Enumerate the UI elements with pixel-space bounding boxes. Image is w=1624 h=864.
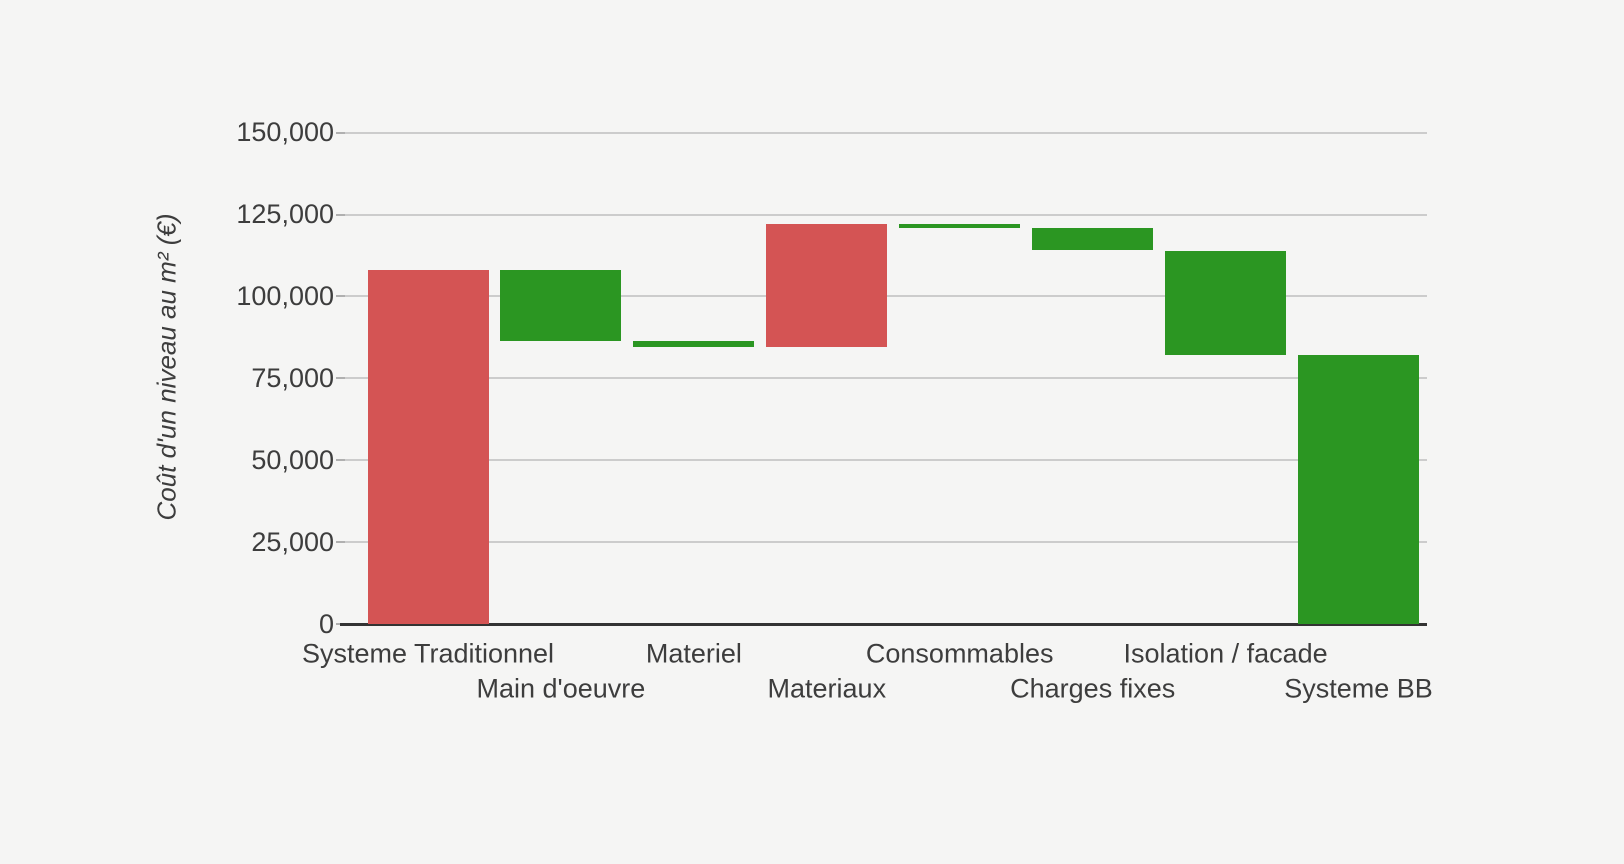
x-category-label-systeme-bb: Systeme BB — [1284, 673, 1433, 704]
bar-main-d-oeuvre[interactable] — [500, 270, 622, 341]
x-category-label-systeme-traditionnel: Systeme Traditionnel — [301, 638, 555, 669]
gridline — [345, 213, 1427, 216]
y-tick-label: 50,000 — [251, 444, 334, 475]
gridline — [345, 377, 1427, 380]
gridline — [345, 131, 1427, 134]
y-tick-label: 150,000 — [236, 117, 334, 148]
y-axis-tickmark — [336, 131, 345, 134]
x-category-label-materiaux: Materiaux — [767, 673, 887, 704]
bar-consommables[interactable] — [899, 224, 1021, 228]
x-category-label-charges-fixes: Charges fixes — [1010, 673, 1176, 704]
x-category-label-consommables: Consommables — [865, 638, 1054, 669]
y-tick-label: 0 — [318, 608, 334, 639]
x-category-label-main-d-oeuvre: Main d'oeuvre — [476, 673, 646, 704]
y-tick-label: 75,000 — [251, 362, 334, 393]
y-axis-tickmark — [336, 213, 345, 216]
gridline — [345, 459, 1427, 462]
y-tick-label: 25,000 — [251, 526, 334, 557]
y-axis-tickmark — [336, 541, 345, 544]
bar-isolation-facade[interactable] — [1165, 250, 1287, 356]
bar-systeme-traditionnel[interactable] — [367, 270, 489, 624]
x-category-label-isolation-facade: Isolation / facade — [1123, 638, 1328, 669]
x-axis-line — [340, 622, 1427, 626]
y-axis-tickmark — [336, 295, 345, 298]
y-tick-label: 125,000 — [236, 199, 334, 229]
y-axis-tickmark — [336, 459, 345, 462]
gridline — [345, 541, 1427, 544]
bar-materiaux[interactable] — [766, 224, 888, 348]
bar-systeme-bb[interactable] — [1298, 355, 1419, 624]
y-tick-label: 100,000 — [236, 280, 334, 311]
x-category-label-materiel: Materiel — [645, 638, 742, 669]
bar-charges-fixes[interactable] — [1032, 227, 1154, 251]
bar-materiel[interactable] — [633, 340, 755, 348]
y-axis-tickmark — [336, 377, 345, 380]
